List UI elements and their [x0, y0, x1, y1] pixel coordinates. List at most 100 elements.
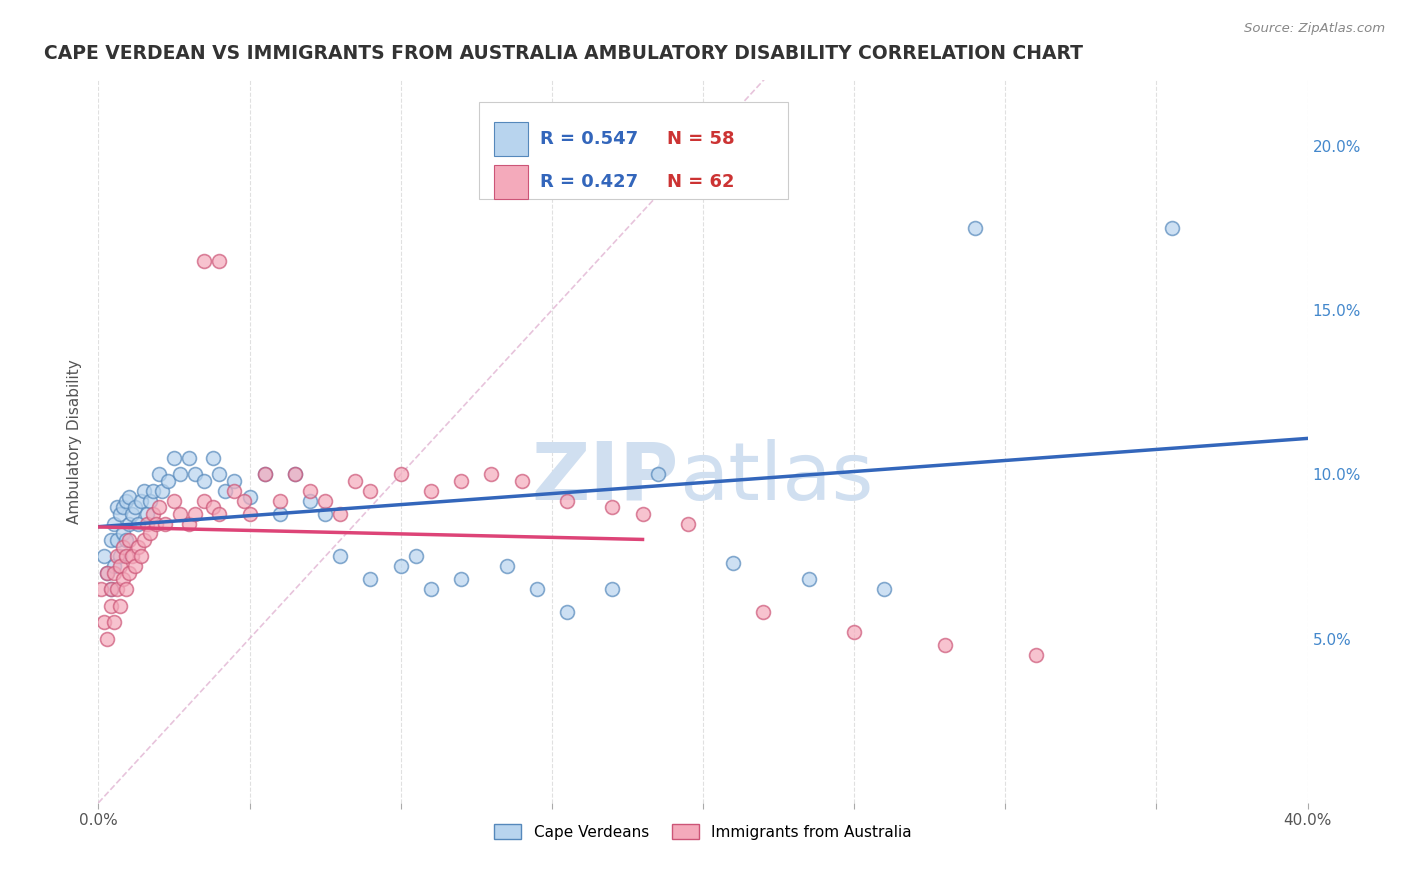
Point — [389, 559, 412, 574]
Bar — [494, 165, 527, 199]
Point — [1024, 648, 1046, 662]
Point — [93, 549, 115, 564]
Point — [631, 507, 654, 521]
Point — [169, 467, 191, 482]
Point — [526, 582, 548, 597]
Point — [121, 549, 143, 564]
Point — [224, 474, 246, 488]
Point — [139, 526, 162, 541]
Point — [103, 615, 125, 630]
Point — [90, 582, 112, 597]
Point — [153, 516, 176, 531]
Point — [360, 483, 382, 498]
Point — [184, 507, 207, 521]
Point — [495, 559, 517, 574]
Point — [420, 582, 443, 597]
Point — [450, 573, 472, 587]
Point — [135, 507, 157, 521]
Point — [873, 582, 896, 597]
Legend: Cape Verdeans, Immigrants from Australia: Cape Verdeans, Immigrants from Australia — [488, 818, 918, 846]
Point — [450, 474, 472, 488]
Point — [111, 526, 134, 541]
Point — [481, 467, 503, 482]
Point — [299, 493, 322, 508]
Point — [510, 474, 533, 488]
Point — [111, 540, 134, 554]
Bar — [494, 121, 527, 156]
Point — [124, 500, 146, 515]
Point — [96, 566, 118, 580]
Point — [1160, 221, 1182, 235]
Point — [148, 500, 170, 515]
Point — [150, 483, 173, 498]
Point — [114, 493, 136, 508]
Point — [100, 582, 122, 597]
Text: Source: ZipAtlas.com: Source: ZipAtlas.com — [1244, 22, 1385, 36]
Point — [163, 450, 186, 465]
Point — [239, 491, 262, 505]
Point — [114, 582, 136, 597]
Point — [253, 467, 276, 482]
Point — [602, 500, 624, 515]
Point — [360, 573, 382, 587]
Point — [100, 599, 122, 613]
Point — [108, 507, 131, 521]
Point — [193, 474, 215, 488]
Text: ZIP: ZIP — [531, 439, 679, 516]
Point — [224, 483, 246, 498]
Text: N = 62: N = 62 — [666, 173, 734, 191]
Point — [105, 549, 128, 564]
Point — [752, 605, 775, 619]
Point — [965, 221, 987, 235]
Point — [114, 549, 136, 564]
Point — [269, 493, 291, 508]
Point — [108, 599, 131, 613]
Point — [844, 625, 866, 640]
Point — [93, 615, 115, 630]
Text: atlas: atlas — [679, 439, 873, 516]
Point — [208, 507, 231, 521]
Point — [139, 493, 162, 508]
Point — [156, 474, 179, 488]
Point — [602, 582, 624, 597]
Point — [420, 483, 443, 498]
Point — [253, 467, 276, 482]
Point — [103, 559, 125, 574]
Point — [193, 493, 215, 508]
Point — [934, 638, 956, 652]
Point — [105, 533, 128, 547]
Text: R = 0.547: R = 0.547 — [540, 130, 638, 148]
Point — [184, 467, 207, 482]
Point — [202, 500, 225, 515]
Point — [118, 566, 141, 580]
Point — [96, 632, 118, 646]
Point — [111, 573, 134, 587]
Point — [127, 540, 149, 554]
Point — [132, 533, 155, 547]
Point — [232, 493, 254, 508]
FancyBboxPatch shape — [479, 102, 787, 200]
Point — [127, 516, 149, 531]
Point — [100, 582, 122, 597]
Point — [118, 491, 141, 505]
Point — [105, 500, 128, 515]
Point — [142, 483, 165, 498]
Point — [284, 467, 307, 482]
Point — [96, 566, 118, 580]
Point — [103, 516, 125, 531]
Point — [202, 450, 225, 465]
Point — [299, 483, 322, 498]
Point — [179, 516, 201, 531]
Point — [208, 467, 231, 482]
Point — [193, 253, 215, 268]
Point — [284, 467, 307, 482]
Text: N = 58: N = 58 — [666, 130, 734, 148]
Point — [163, 493, 186, 508]
Y-axis label: Ambulatory Disability: Ambulatory Disability — [66, 359, 82, 524]
Point — [555, 493, 578, 508]
Point — [314, 507, 336, 521]
Point — [269, 507, 291, 521]
Point — [314, 493, 336, 508]
Point — [124, 559, 146, 574]
Text: R = 0.427: R = 0.427 — [540, 173, 638, 191]
